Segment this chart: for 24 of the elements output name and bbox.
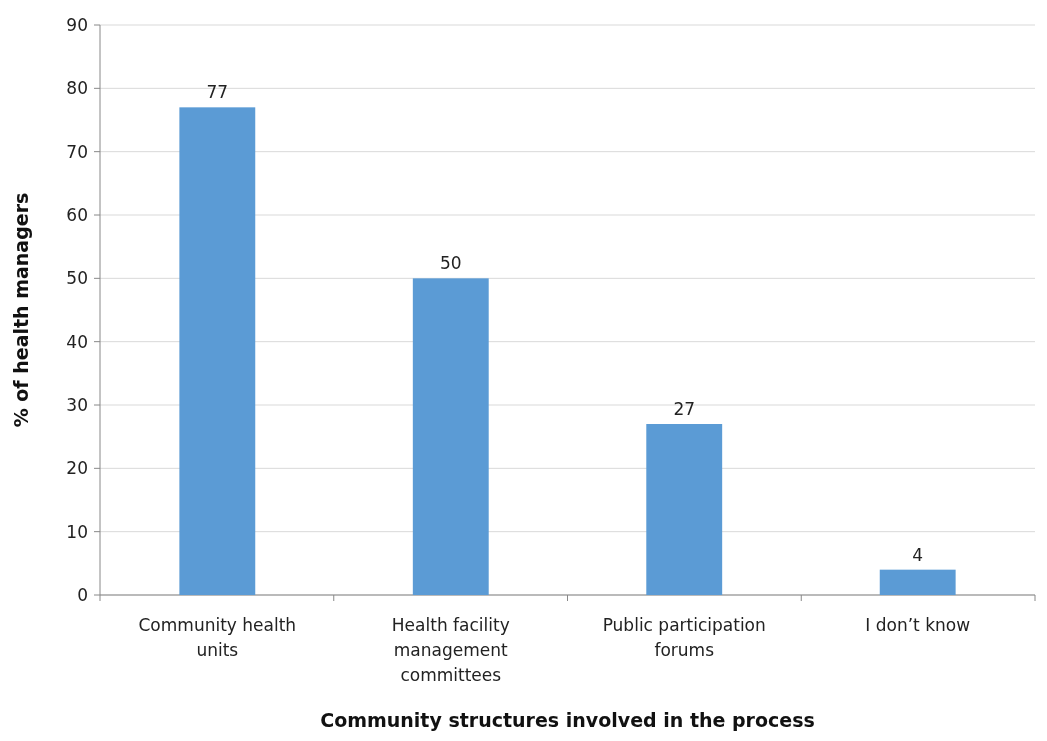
y-tick-label: 0	[77, 584, 88, 605]
data-label: 50	[439, 253, 462, 274]
bar	[179, 107, 256, 595]
y-tick-label: 60	[66, 204, 88, 225]
bar	[879, 569, 956, 595]
y-tick-label: 90	[66, 14, 88, 35]
y-tick-label: 50	[66, 268, 88, 289]
x-axis-title: Community structures involved in the process	[320, 709, 815, 731]
bar	[646, 424, 723, 595]
y-tick-label: 80	[66, 78, 88, 99]
y-tick-label: 20	[66, 458, 88, 479]
y-tick-label: 10	[66, 521, 88, 542]
y-tick-label: 40	[66, 331, 88, 352]
data-label: 77	[206, 82, 229, 103]
data-label: 27	[673, 399, 696, 419]
x-tick-label: Community health units	[138, 615, 297, 660]
y-tick-label: 70	[66, 141, 88, 162]
x-tick-label: I don’t know	[865, 615, 971, 635]
y-axis-title: % of health managers	[10, 192, 32, 428]
bar	[412, 278, 489, 595]
y-tick-label: 30	[66, 394, 88, 415]
data-label: 4	[912, 544, 924, 565]
x-tick-label: Public participation forums	[602, 615, 766, 660]
x-tick-label: Health facility management committees	[391, 615, 510, 685]
